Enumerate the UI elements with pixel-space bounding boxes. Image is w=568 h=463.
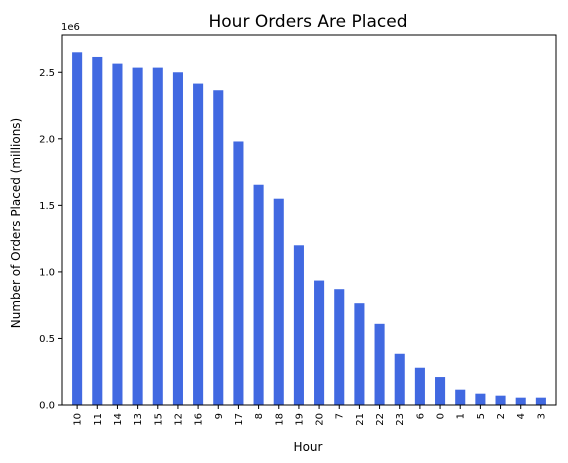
x-ticks-group: 10 11 14 13 15 12 16 9 17 8 18 19 20 7 21 22 23 6 0 1 5 2 4 3 — [73, 405, 547, 426]
x-tick-label: 4 — [516, 413, 527, 419]
y-tick-label: 2.0 — [39, 134, 55, 145]
y-tick-label: 1.5 — [39, 201, 55, 212]
x-tick-label: 9 — [214, 413, 225, 419]
x-tick-label: 6 — [415, 413, 426, 419]
bar-hour-16 — [193, 83, 204, 406]
chart-title: Hour Orders Are Placed — [208, 12, 407, 32]
x-tick-label: 18 — [274, 413, 285, 426]
x-tick-label: 22 — [375, 413, 386, 426]
bar-hour-22 — [374, 323, 385, 405]
bar-hour-11 — [92, 56, 103, 406]
x-tick-label: 3 — [536, 413, 547, 419]
bar-hour-23 — [394, 353, 405, 405]
y-axis-offset-label: 1e6 — [61, 22, 80, 33]
bar-hour-15 — [152, 67, 163, 405]
bar-hour-3 — [535, 397, 546, 405]
y-tick-label: 2.5 — [39, 68, 55, 79]
bar-hour-10 — [72, 52, 83, 406]
x-tick-label: 20 — [315, 413, 326, 426]
bar-hour-0 — [435, 377, 446, 405]
x-tick-label: 0 — [436, 413, 447, 419]
x-tick-label: 16 — [194, 413, 205, 426]
x-tick-label: 5 — [476, 413, 487, 419]
bar-hour-17 — [233, 141, 244, 405]
y-tick-label: 1.0 — [39, 267, 55, 278]
bar-hour-20 — [314, 280, 325, 405]
bar-hour-12 — [172, 72, 183, 406]
bar-hour-6 — [414, 367, 425, 405]
bar-hour-4 — [515, 397, 526, 405]
bar-hour-7 — [334, 289, 345, 405]
y-ticks-group: 0.0 0.5 1.0 1.5 2.0 2.5 — [39, 68, 62, 412]
x-tick-label: 2 — [496, 413, 507, 419]
x-axis-label: Hour — [294, 440, 323, 454]
x-tick-label: 8 — [254, 413, 265, 419]
x-tick-label: 23 — [395, 413, 406, 426]
bar-hour-2 — [495, 395, 506, 405]
x-tick-label: 7 — [335, 413, 346, 419]
y-tick-label: 0.5 — [39, 334, 55, 345]
bar-hour-1 — [455, 389, 466, 405]
bar-hour-14 — [112, 63, 123, 405]
x-tick-label: 17 — [234, 413, 245, 426]
y-axis-label: Number of Orders Placed (millions) — [9, 118, 23, 329]
x-tick-label: 11 — [93, 413, 104, 426]
bar-hour-8 — [253, 184, 264, 405]
x-tick-label: 14 — [113, 413, 124, 426]
bars-group — [72, 52, 546, 406]
x-tick-label: 12 — [173, 413, 184, 426]
bar-hour-18 — [273, 198, 284, 405]
x-tick-label: 10 — [73, 413, 84, 426]
bar-hour-21 — [354, 303, 365, 405]
x-tick-label: 15 — [153, 413, 164, 426]
plot-frame — [61, 34, 557, 406]
y-tick-label: 0.0 — [39, 401, 55, 412]
bar-hour-19 — [293, 245, 304, 405]
bar-hour-5 — [475, 393, 486, 405]
bar-hour-13 — [132, 67, 143, 405]
x-tick-label: 21 — [355, 413, 366, 426]
x-tick-label: 1 — [456, 413, 467, 419]
bar-hour-9 — [213, 90, 224, 405]
x-tick-label: 13 — [133, 413, 144, 426]
x-tick-label: 19 — [294, 413, 305, 426]
